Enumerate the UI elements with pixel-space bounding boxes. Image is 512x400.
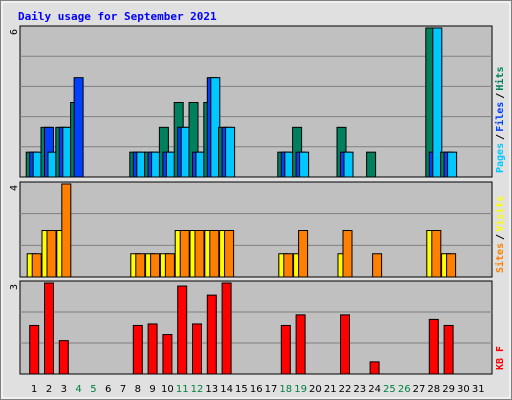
bar-kb-f-day-9 bbox=[147, 323, 158, 375]
bar-sites-day-8 bbox=[135, 253, 146, 278]
x-label-day-24: 24 bbox=[368, 384, 381, 395]
bar-pages-day-28 bbox=[432, 27, 443, 178]
bar-sites-day-11 bbox=[179, 230, 190, 278]
bar-sites-day-2 bbox=[46, 230, 57, 278]
x-label-day-4: 4 bbox=[75, 384, 81, 395]
x-label-day-9: 9 bbox=[149, 384, 155, 395]
bar-kb-f-day-2 bbox=[44, 282, 54, 375]
bar-sites-day-10 bbox=[164, 253, 175, 278]
legend-separator: / bbox=[495, 93, 506, 99]
bar-sites-day-12 bbox=[194, 230, 205, 278]
bars-group bbox=[25, 27, 458, 375]
legend-sites: Sites bbox=[494, 243, 506, 273]
bar-sites-day-1 bbox=[31, 253, 42, 278]
x-label-day-17: 17 bbox=[265, 384, 278, 395]
x-label-day-20: 20 bbox=[309, 384, 322, 395]
x-label-day-30: 30 bbox=[457, 384, 470, 395]
bar-files-day-4 bbox=[73, 77, 84, 178]
x-label-day-16: 16 bbox=[250, 384, 263, 395]
x-label-day-15: 15 bbox=[235, 384, 248, 395]
plot-area-hits_files_pages bbox=[19, 25, 493, 178]
bar-pages-day-22 bbox=[343, 151, 354, 178]
bar-kb-f-day-3 bbox=[58, 340, 69, 375]
bar-hits-day-24 bbox=[366, 151, 377, 178]
bar-kb-f-day-13 bbox=[206, 294, 217, 375]
legend-separator: / bbox=[495, 134, 506, 140]
bar-sites-day-13 bbox=[209, 230, 220, 278]
chart-title: Daily usage for September 2021 bbox=[18, 10, 217, 23]
x-label-day-26: 26 bbox=[398, 384, 411, 395]
x-label-day-31: 31 bbox=[472, 384, 485, 395]
x-label-day-13: 13 bbox=[205, 384, 218, 395]
bar-sites-day-18 bbox=[283, 253, 294, 278]
x-label-day-5: 5 bbox=[90, 384, 96, 395]
panels-group bbox=[19, 25, 493, 375]
bar-sites-day-24 bbox=[372, 253, 383, 278]
bar-pages-day-19 bbox=[299, 151, 310, 178]
bar-sites-day-14 bbox=[224, 230, 235, 278]
legend-files: Files bbox=[494, 102, 506, 132]
bar-kb-f-day-19 bbox=[295, 314, 306, 375]
x-label-day-18: 18 bbox=[279, 384, 292, 395]
bar-kb-f-day-1 bbox=[29, 324, 40, 375]
bar-kb-f-day-11 bbox=[177, 285, 188, 375]
bar-sites-day-29 bbox=[446, 253, 457, 278]
x-label-day-25: 25 bbox=[383, 384, 396, 395]
bar-pages-day-14 bbox=[225, 126, 236, 178]
y-max-label-hits_files_pages: 6 bbox=[9, 29, 20, 35]
bar-sites-day-19 bbox=[298, 230, 309, 278]
x-label-day-27: 27 bbox=[413, 384, 426, 395]
bar-pages-day-29 bbox=[447, 151, 458, 178]
bar-sites-day-22 bbox=[342, 230, 353, 278]
bar-kb-f-day-24 bbox=[369, 361, 380, 375]
legend-pages: Pages bbox=[495, 143, 506, 173]
bar-sites-day-9 bbox=[150, 253, 161, 278]
x-label-day-28: 28 bbox=[427, 384, 440, 395]
bar-kb-f-day-22 bbox=[340, 314, 350, 375]
legend-kb-f: KB F bbox=[495, 346, 506, 370]
plot-area-visits_sites bbox=[19, 181, 493, 278]
bar-kb-f-day-29 bbox=[443, 324, 454, 375]
bar-kb-f-day-12 bbox=[192, 323, 202, 375]
x-label-day-8: 8 bbox=[135, 384, 141, 395]
x-label-day-29: 29 bbox=[442, 384, 455, 395]
y-axis-labels: 6 4 3 bbox=[9, 29, 20, 290]
bar-kb-f-day-28 bbox=[428, 318, 439, 375]
bar-kb-f-day-14 bbox=[221, 282, 232, 375]
x-axis-labels: 1 2 3 4 5 6 7 8 9 10 11 12 13 14 15 16 17 18 19 20 21 22 23 24 2… bbox=[31, 384, 485, 395]
y-max-label-visits_sites: 4 bbox=[9, 185, 20, 191]
plot-area-kbf bbox=[19, 280, 493, 375]
x-label-day-21: 21 bbox=[324, 384, 337, 395]
legends-group: Pages / Files / Hits Sites / Visits KB F bbox=[494, 67, 506, 370]
legend-hits: Hits bbox=[494, 67, 506, 91]
x-label-day-22: 22 bbox=[339, 384, 352, 395]
bar-sites-day-3 bbox=[61, 183, 72, 278]
x-label-day-19: 19 bbox=[294, 384, 307, 395]
bar-kb-f-day-18 bbox=[280, 324, 291, 375]
x-label-day-2: 2 bbox=[46, 384, 52, 395]
x-label-day-12: 12 bbox=[191, 384, 204, 395]
x-label-day-3: 3 bbox=[61, 384, 67, 395]
x-label-day-11: 11 bbox=[176, 384, 189, 395]
x-label-day-10: 10 bbox=[161, 384, 174, 395]
y-max-label-kbf: 3 bbox=[9, 284, 20, 290]
x-label-day-14: 14 bbox=[220, 384, 233, 395]
x-label-day-23: 23 bbox=[353, 384, 366, 395]
bar-sites-day-28 bbox=[431, 230, 442, 278]
x-label-day-1: 1 bbox=[31, 384, 37, 395]
legend-separator: / bbox=[495, 234, 506, 240]
legend-visits: Visits bbox=[494, 196, 506, 232]
bar-kb-f-day-8 bbox=[132, 324, 143, 375]
bar-kb-f-day-10 bbox=[162, 334, 173, 375]
x-label-day-7: 7 bbox=[120, 384, 126, 395]
x-label-day-6: 6 bbox=[105, 384, 111, 395]
